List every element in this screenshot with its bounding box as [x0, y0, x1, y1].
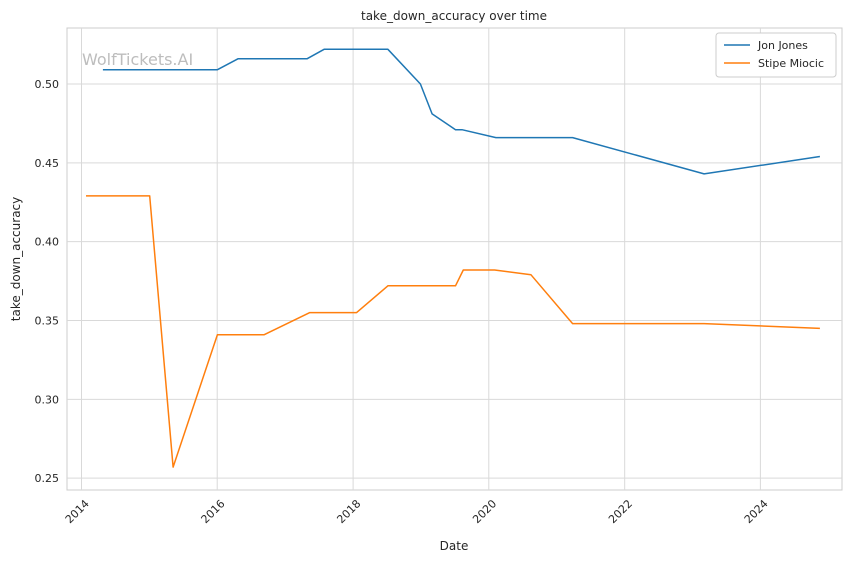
y-tick-label: 0.35 [35, 314, 60, 327]
plot-area [66, 27, 843, 491]
y-tick-label: 0.40 [35, 236, 60, 249]
y-axis-label: take_down_accuracy [9, 197, 23, 321]
legend-label-stipe-miocic: Stipe Miocic [758, 57, 824, 70]
x-axis-label: Date [440, 539, 469, 553]
y-tick-label: 0.50 [35, 78, 60, 91]
y-tick-label: 0.45 [35, 157, 60, 170]
chart-title: take_down_accuracy over time [361, 9, 547, 23]
legend-label-jon-jones: Jon Jones [757, 39, 808, 52]
watermark: WolfTickets.AI [82, 50, 193, 69]
series-line-stipe-miocic [86, 195, 820, 468]
legend: Jon Jones Stipe Miocic [715, 32, 837, 78]
legend-box [715, 32, 837, 78]
series-line-jon-jones [102, 48, 821, 175]
series-lines [86, 48, 821, 468]
y-tick-label: 0.25 [35, 472, 60, 485]
y-tick-label: 0.30 [35, 393, 60, 406]
